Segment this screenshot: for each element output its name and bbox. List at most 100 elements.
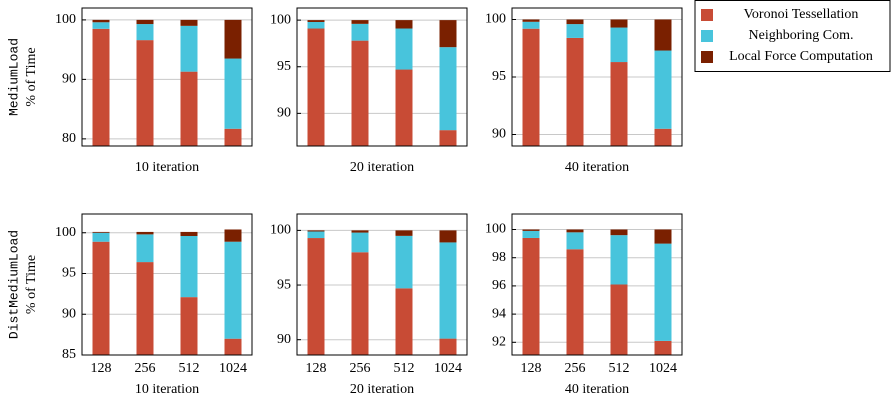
plot-frame [81, 7, 253, 147]
x-tick-label: 256 [135, 361, 156, 376]
y-tick-label: 100 [485, 222, 506, 237]
bar-segment [610, 27, 628, 63]
bar-segment [307, 21, 325, 29]
bar-segment [92, 241, 110, 355]
bar-segment [566, 19, 584, 25]
y-tick-label: 90 [62, 306, 76, 321]
bar-segment [351, 252, 369, 355]
bar-segment [522, 229, 540, 231]
bar-segment [224, 338, 242, 355]
bar-segment [522, 230, 540, 238]
bar-segment [224, 58, 242, 129]
legend-label: Voronoi Tessellation [744, 7, 859, 22]
plot-frame [296, 213, 468, 356]
legend-box [694, 0, 891, 72]
bar-segment [654, 340, 672, 355]
bar-segment [439, 230, 457, 243]
bar-segment [351, 232, 369, 253]
bar-segment [351, 230, 369, 233]
x-tick-label: 512 [609, 361, 630, 376]
y-tick-label: 95 [492, 69, 506, 84]
bar-segment [180, 231, 198, 237]
y-tick-label: 100 [270, 223, 291, 238]
bar-segment [307, 28, 325, 147]
bar-segment [654, 243, 672, 341]
bar-segment [654, 128, 672, 146]
x-tick-label: 1024 [219, 361, 247, 376]
y-tick-label: 100 [485, 12, 506, 27]
y-tick-label: 95 [62, 266, 76, 281]
bar-segment [180, 19, 198, 26]
x-tick-label: 1024 [649, 361, 677, 376]
bar-segment [610, 229, 628, 236]
bar-segment [522, 21, 540, 29]
bar-segment [610, 19, 628, 28]
y-tick-label: 92 [492, 335, 506, 350]
row-label: MediumLoad [6, 38, 21, 116]
y-tick-label: 90 [492, 127, 506, 142]
y-axis-title: % of Time [24, 255, 39, 314]
bar-segment [92, 231, 110, 233]
legend-swatch [701, 51, 713, 63]
x-axis-title: 10 iteration [135, 382, 199, 397]
bar-segment [180, 236, 198, 298]
bar-segment [224, 19, 242, 59]
bar-segment [566, 249, 584, 355]
bar-segment [522, 237, 540, 355]
bar-segment [439, 242, 457, 339]
y-tick-label: 95 [277, 59, 291, 74]
bar-segment [654, 50, 672, 129]
bar-segment [654, 19, 672, 51]
y-tick-label: 98 [492, 250, 506, 265]
x-tick-label: 128 [521, 361, 542, 376]
plot-frame [511, 7, 683, 147]
bar-segment [180, 71, 198, 146]
y-tick-label: 90 [277, 106, 291, 121]
x-tick-label: 256 [565, 361, 586, 376]
x-axis-title: 10 iteration [135, 160, 199, 175]
bar-segment [439, 338, 457, 355]
x-tick-label: 512 [179, 361, 200, 376]
bar-segment [224, 229, 242, 242]
bar-segment [654, 229, 672, 244]
bar-segment [180, 297, 198, 355]
plot-frame [81, 213, 253, 356]
bar-segment [395, 288, 413, 355]
x-axis-title: 20 iteration [350, 160, 414, 175]
y-tick-label: 100 [55, 225, 76, 240]
bar-segment [395, 235, 413, 289]
bar-segment [92, 232, 110, 242]
bar-segment [395, 230, 413, 236]
bar-segment [395, 28, 413, 70]
y-tick-label: 96 [492, 278, 506, 293]
x-axis-title: 40 iteration [565, 160, 629, 175]
bar-segment [92, 22, 110, 29]
legend-label: Local Force Computation [729, 49, 873, 64]
bar-segment [180, 25, 198, 72]
bar-segment [566, 232, 584, 250]
y-tick-label: 95 [277, 277, 291, 292]
bar-segment [136, 231, 154, 235]
bar-segment [439, 130, 457, 146]
bar-segment [395, 20, 413, 29]
x-axis-title: 20 iteration [350, 382, 414, 397]
bar-segment [566, 24, 584, 38]
x-axis-title: 40 iteration [565, 382, 629, 397]
y-tick-label: 100 [270, 12, 291, 27]
bar-segment [610, 235, 628, 285]
bar-segment [566, 37, 584, 146]
bar-segment [522, 28, 540, 147]
bar-segment [136, 40, 154, 146]
x-tick-label: 512 [394, 361, 415, 376]
bar-segment [307, 231, 325, 239]
bar-segment [136, 19, 154, 25]
bar-segment [610, 62, 628, 146]
x-tick-label: 128 [91, 361, 112, 376]
bar-segment [566, 229, 584, 233]
bar-segment [224, 241, 242, 339]
plot-frame [296, 7, 468, 147]
bar-segment [439, 47, 457, 131]
bar-segment [136, 24, 154, 41]
legend-swatch [701, 30, 713, 42]
